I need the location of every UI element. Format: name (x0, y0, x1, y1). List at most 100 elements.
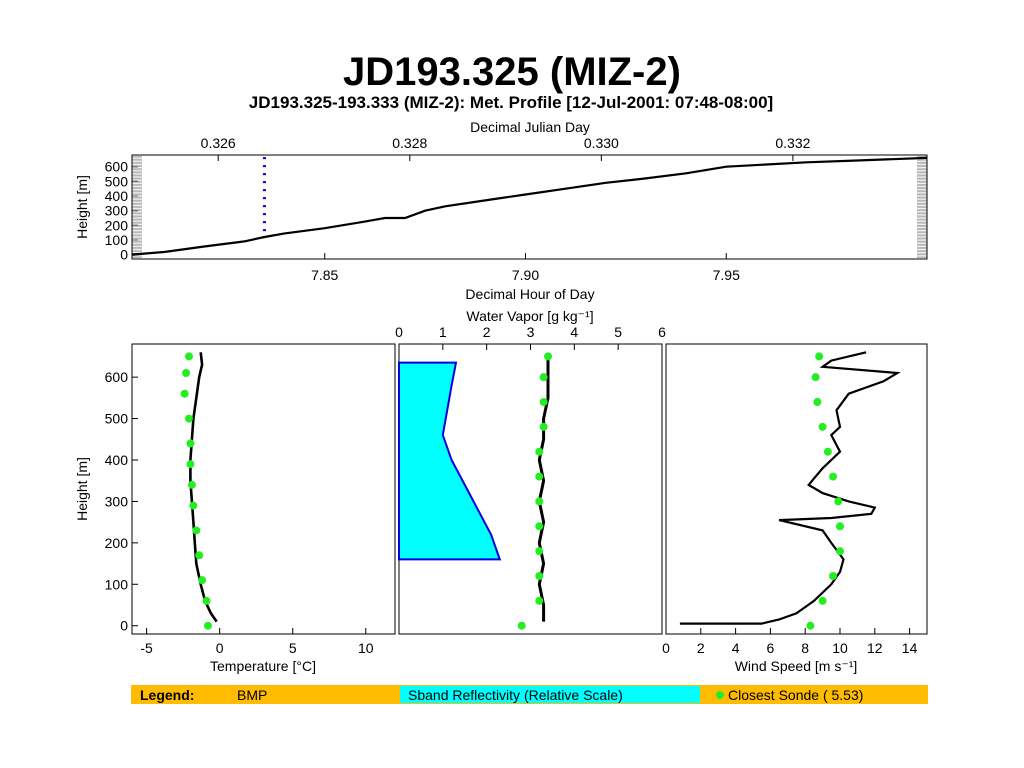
wind-speed-tick-label: 8 (801, 640, 809, 656)
wind-speed-series (679, 351, 901, 630)
wind-speed-tick-label: 6 (767, 640, 775, 656)
temperature-series (180, 352, 218, 630)
wind-speed-tick-label: 10 (832, 640, 848, 656)
height-tick-label: 0 (120, 618, 128, 634)
water-vapor-ticks: 0 1 2 3 4 5 6 (395, 324, 666, 350)
height-tick-label: 0 (120, 247, 128, 263)
water-vapor-bmp-line (537, 356, 550, 622)
wind-speed-sonde-point (823, 447, 832, 456)
wind-speed-bmp-line (679, 351, 901, 625)
height-tick-label: 300 (105, 203, 129, 219)
water-vapor-sonde-point (535, 447, 544, 456)
height-tick-label: 300 (105, 493, 129, 509)
height-tick-label: 600 (105, 369, 129, 385)
height-time-line (131, 156, 928, 256)
wind-speed-sonde-point (811, 373, 820, 382)
temperature-sonde-point (186, 439, 195, 448)
temperature-axis-label: Temperature [°C] (210, 658, 316, 674)
height-tick-label: 600 (105, 159, 129, 175)
wind-speed-tick-label: 0 (662, 640, 670, 656)
temperature-sonde-point (184, 352, 193, 361)
height-tick-label: 100 (105, 232, 129, 248)
julian-day-axis-label: Decimal Julian Day (470, 119, 590, 135)
legend-sonde: Closest Sonde ( 5.53) (728, 687, 863, 703)
temperature-panel: -5 0 5 10 0 100 200 300 400 500 600 Temperature [… (74, 343, 396, 674)
legend-sband: Sband Reflectivity (Relative Scale) (408, 687, 623, 703)
temperature-sonde-point (195, 551, 204, 560)
height-axis-label-top: Height [m] (74, 175, 90, 239)
legend-bmp: BMP (237, 687, 267, 703)
temperature-sonde-point (182, 369, 191, 377)
height-tick-label: 500 (105, 411, 129, 427)
wind-speed-frame (665, 343, 928, 635)
wind-speed-sonde-point (836, 547, 844, 556)
wind-speed-tick-label: 2 (697, 640, 705, 656)
water-vapor-tick-label: 3 (527, 324, 535, 340)
water-vapor-panel: 0 1 2 3 4 5 6 Water Vapor [g kg⁻¹] (395, 308, 666, 635)
legend-sonde-dot (716, 691, 724, 699)
water-vapor-sonde-point (535, 522, 544, 531)
wind-speed-sonde-point (806, 621, 815, 630)
height-time-frame (131, 154, 928, 260)
temperature-sonde-point (198, 576, 207, 585)
water-vapor-series (398, 352, 553, 630)
temperature-sonde-point (189, 501, 198, 510)
temperature-sonde-point (192, 526, 201, 535)
temperature-bmp-line (189, 352, 218, 623)
julian-tick-label: 0.330 (584, 135, 619, 151)
hour-axis-label: Decimal Hour of Day (465, 286, 594, 302)
height-time-title: JD193.325-193.333 (MIZ-2): Met. Profile … (249, 93, 773, 112)
julian-tick-label: 0.332 (775, 135, 810, 151)
wind-speed-sonde-point (813, 398, 822, 406)
water-vapor-sonde-point (535, 497, 544, 506)
julian-tick-label: 0.326 (201, 135, 236, 151)
water-vapor-tick-label: 0 (395, 324, 403, 340)
water-vapor-sonde-point (535, 472, 544, 481)
temperature-frame (131, 343, 396, 635)
height-time-panel: JD193.325-193.333 (MIZ-2): Met. Profile … (74, 93, 928, 302)
water-vapor-tick-label: 5 (614, 324, 622, 340)
wind-speed-tick-label: 12 (867, 640, 883, 656)
temperature-sonde-point (180, 389, 189, 398)
wind-speed-sonde-point (815, 352, 824, 361)
height-ticks-left: 0 100 200 300 400 500 600 (105, 369, 138, 634)
temperature-sonde-point (202, 596, 211, 605)
wind-speed-sonde-point (836, 522, 844, 531)
wind-speed-sonde-point (818, 596, 827, 605)
height-axis-label-bottom: Height [m] (74, 457, 90, 521)
water-vapor-sonde-point (539, 373, 548, 382)
water-vapor-tick-label: 6 (658, 324, 666, 340)
temperature-sonde-point (186, 460, 195, 469)
wind-speed-sonde-point (829, 572, 838, 580)
wind-speed-tick-label: 14 (902, 640, 918, 656)
height-tick-label: 100 (105, 576, 129, 592)
water-vapor-axis-label: Water Vapor [g kg⁻¹] (466, 308, 593, 324)
water-vapor-sonde-point (535, 572, 544, 580)
water-vapor-sonde-point (539, 422, 548, 431)
water-vapor-tick-label: 4 (570, 324, 578, 340)
water-vapor-tick-label: 1 (439, 324, 447, 340)
wind-speed-tick-label: 4 (732, 640, 740, 656)
water-vapor-sonde-point (539, 398, 548, 406)
temperature-tick-label: 5 (289, 640, 297, 656)
hour-tick-label: 7.90 (512, 267, 539, 283)
hour-of-day-ticks: 7.85 7.90 7.95 (311, 253, 740, 283)
wind-speed-sonde-point (829, 472, 838, 481)
temperature-tick-label: -5 (140, 640, 153, 656)
legend: Legend: BMP Sband Reflectivity (Relative… (131, 685, 928, 704)
water-vapor-sonde-point (535, 547, 544, 556)
height-time-series (131, 155, 928, 256)
reflectivity-area (398, 361, 502, 561)
height-tick-label: 200 (105, 217, 129, 233)
wind-speed-panel: 0 2 4 6 8 10 12 14 Wind Speed [m s⁻¹] (662, 343, 928, 674)
legend-label: Legend: (140, 687, 194, 703)
height-tick-label: 200 (105, 535, 129, 551)
hour-tick-label: 7.95 (713, 267, 740, 283)
legend-sband-swatch (400, 686, 700, 703)
temperature-sonde-point (184, 414, 193, 423)
temperature-tick-label: 10 (358, 640, 374, 656)
height-tick-label: 400 (105, 188, 129, 204)
water-vapor-sonde-point (544, 352, 553, 361)
temperature-sonde-point (203, 621, 212, 630)
